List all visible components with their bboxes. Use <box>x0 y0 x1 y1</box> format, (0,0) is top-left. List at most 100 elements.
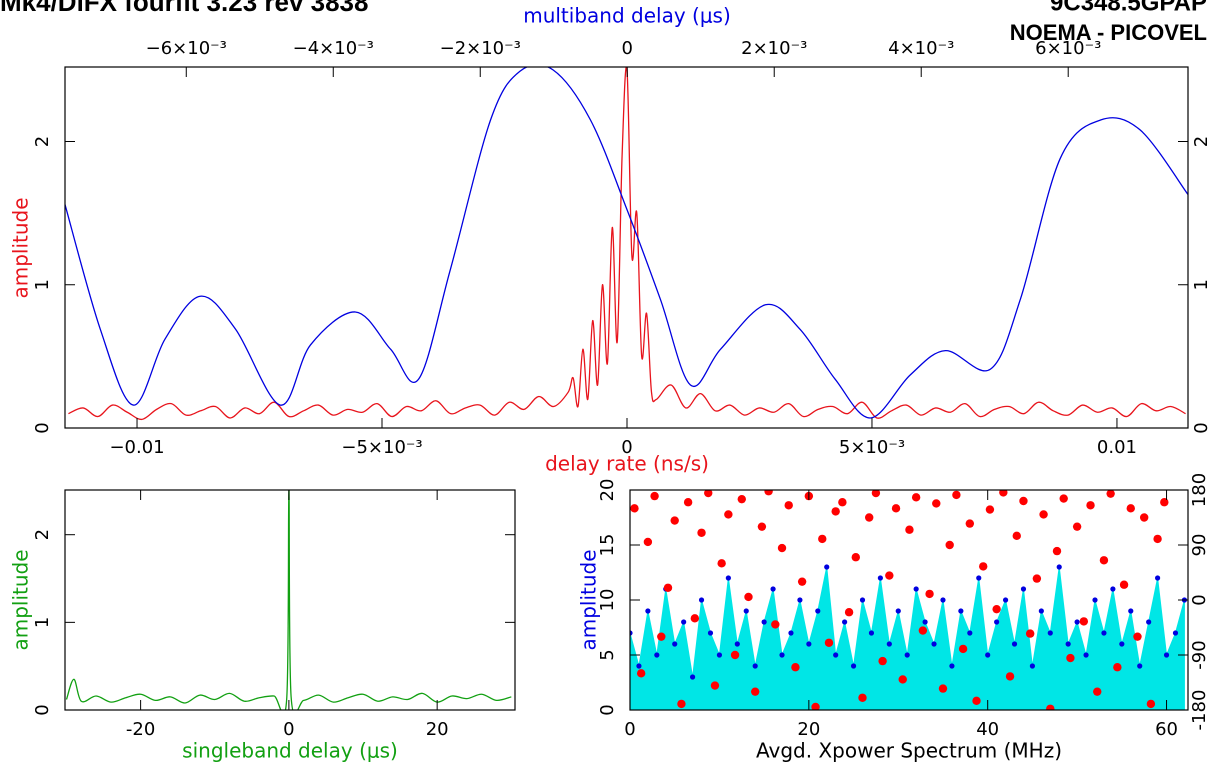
amplitude-point <box>752 663 758 669</box>
phase-point <box>898 675 907 684</box>
phase-point <box>1046 704 1055 710</box>
x-tick-label: −5×10⁻³ <box>341 437 422 458</box>
phase-point <box>958 644 968 654</box>
amplitude-point <box>672 641 678 647</box>
amplitude-point <box>761 619 767 625</box>
x2-tick-label: 6×10⁻³ <box>1035 38 1101 59</box>
phase-point <box>932 499 941 508</box>
amplitude-point <box>743 608 749 614</box>
y-tick-label: 0 <box>597 704 618 715</box>
amplitude-point <box>859 597 866 603</box>
x2-tick-label: 2×10⁻³ <box>741 38 807 59</box>
phase-point <box>824 638 834 647</box>
amplitude-point <box>842 619 848 625</box>
phase-point <box>704 490 713 498</box>
phase-point <box>938 684 948 693</box>
amplitude-point <box>1163 652 1170 658</box>
amplitude-point <box>698 597 705 603</box>
amplitude-point <box>725 575 731 581</box>
amplitude-point <box>886 641 892 647</box>
x2-tick-label: −2×10⁻³ <box>440 38 521 59</box>
amplitude-point <box>985 652 991 658</box>
amplitude-point <box>976 575 982 581</box>
phase-point <box>992 604 1001 614</box>
phase-point <box>831 507 840 516</box>
phase-point <box>777 543 787 553</box>
phase-point <box>670 516 679 525</box>
y2-tick-label: -90 <box>1189 640 1210 669</box>
phase-point <box>791 663 800 672</box>
amplitude-point <box>922 619 928 625</box>
phase-point <box>697 528 706 537</box>
phase-point <box>1099 556 1109 565</box>
x2-tick-label: −4×10⁻³ <box>293 38 374 59</box>
amplitude-point <box>1119 641 1125 647</box>
phase-point <box>1133 632 1142 641</box>
amplitude-point <box>1038 608 1044 614</box>
phase-point <box>1126 504 1135 513</box>
amplitude-point <box>815 608 821 614</box>
amplitude-point <box>994 619 1000 625</box>
phase-point <box>683 498 693 507</box>
phase-point <box>858 693 867 702</box>
phase-point <box>1032 574 1042 583</box>
amplitude-point <box>770 586 776 592</box>
phase-point <box>797 577 807 586</box>
x-tick-label: 20 <box>426 719 449 740</box>
phase-point <box>1012 531 1021 541</box>
baseline-name: NOEMA - PICOVEL <box>1010 20 1207 45</box>
amplitude-point <box>824 564 830 570</box>
y-tick-label: 0 <box>32 704 53 715</box>
phase-point <box>871 490 881 498</box>
phase-point <box>972 696 981 706</box>
phase-point <box>710 681 720 690</box>
x-tick-label: -20 <box>126 719 155 740</box>
amplitude-point <box>967 630 973 636</box>
phase-point <box>737 494 746 504</box>
amplitude-point <box>913 586 919 592</box>
x-axis-label: singleband delay (μs) <box>182 739 398 763</box>
phase-point <box>811 702 820 710</box>
phase-point <box>1066 653 1075 663</box>
y-tick-label: 2 <box>32 136 53 147</box>
amplitude-point <box>1137 663 1143 669</box>
amplitude-point <box>645 608 651 614</box>
amplitude-point <box>797 597 803 603</box>
x2-tick-label: −6×10⁻³ <box>146 38 227 59</box>
x-tick-label: 0 <box>283 719 294 740</box>
amplitude-point <box>904 652 910 658</box>
phase-point <box>784 501 793 510</box>
phase-point <box>1025 629 1035 638</box>
amplitude-point <box>1011 641 1018 647</box>
amplitude-point <box>1083 652 1089 658</box>
x-tick-label: 40 <box>976 719 999 740</box>
phase-point <box>1005 672 1015 681</box>
x-tick-label: 0.01 <box>1097 437 1137 458</box>
phase-point <box>979 562 988 571</box>
y-tick-label: 0 <box>32 422 53 433</box>
phase-point <box>1113 663 1122 672</box>
amplitude-point <box>958 608 964 614</box>
phase-point <box>690 614 700 623</box>
phase-point <box>851 553 860 562</box>
phase-point <box>1052 546 1062 556</box>
x-tick-label: −0.01 <box>109 437 164 458</box>
amplitude-area <box>630 566 1185 710</box>
y-axis-label: amplitude <box>9 197 33 298</box>
data-line <box>68 67 1186 421</box>
amplitude-point <box>654 652 660 658</box>
x-axis-label: Avgd. Xpower Spectrum (MHz) <box>756 739 1062 763</box>
amplitude-point <box>630 630 633 636</box>
phase-point <box>744 592 753 602</box>
plot-frame <box>64 66 1189 429</box>
phase-point <box>1160 498 1169 507</box>
amplitude-point <box>1056 564 1062 570</box>
amplitude-point <box>707 630 714 636</box>
amplitude-point <box>681 619 687 625</box>
phase-point <box>724 510 733 519</box>
data-line <box>65 67 1188 419</box>
amplitude-point <box>931 641 937 647</box>
phase-point <box>1059 494 1068 503</box>
x-tick-label: 0 <box>624 719 635 740</box>
